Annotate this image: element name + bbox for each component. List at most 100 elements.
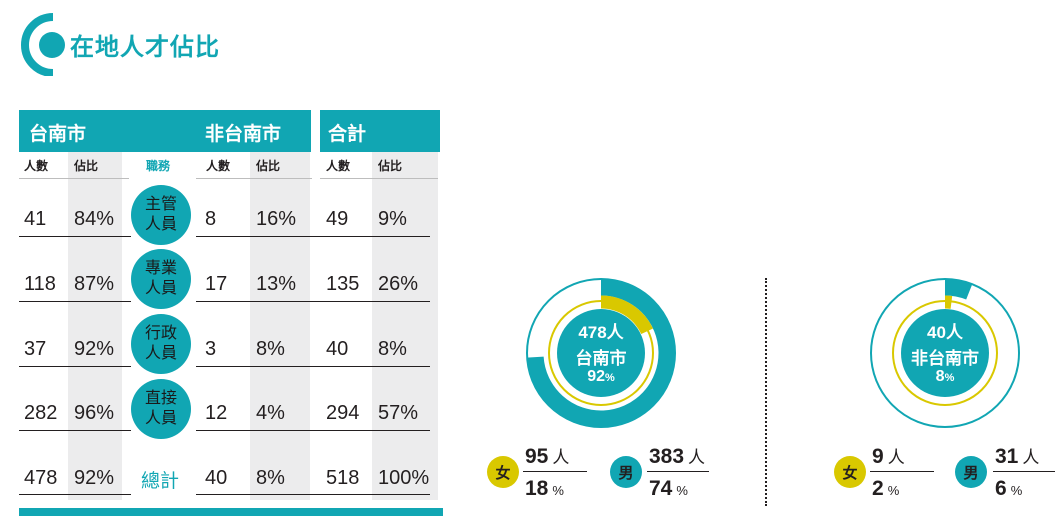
nt-count: 17 [205, 273, 228, 295]
male-pct: 74% [649, 477, 688, 500]
row-rule [320, 236, 430, 237]
nt-pct: 4% [256, 402, 285, 424]
tot-count: 40 [326, 338, 349, 360]
row-rule [196, 494, 360, 495]
male-count: 31 人 [995, 445, 1040, 468]
nt-count: 8 [205, 208, 217, 230]
female-share-arc [600, 295, 654, 335]
tn-pct: 92% [74, 467, 115, 489]
section-logo-icon [21, 13, 65, 76]
tot-count: 135 [326, 273, 360, 295]
group-tainan: 台南市 [29, 124, 87, 145]
tn-pct: 84% [74, 208, 115, 230]
female-count: 95 人 [525, 445, 570, 468]
tot-count: 518 [326, 467, 360, 489]
tn-count: 118 [24, 273, 56, 295]
row-rule [320, 366, 430, 367]
donut-center-pct: 92% [587, 368, 615, 385]
col-tot-share: 佔比 [378, 159, 403, 173]
tn-pct: 96% [74, 402, 115, 424]
female-pct: 2% [872, 477, 900, 500]
tot-pct: 26% [378, 273, 419, 295]
female-pct: 18% [525, 477, 564, 500]
donut-center [901, 309, 989, 397]
donut-center-count: 40人 [927, 323, 963, 342]
tn-count: 37 [24, 338, 47, 360]
table-bottom-bar [19, 508, 443, 516]
tot-pct: 57% [378, 402, 419, 424]
female-divider [870, 471, 934, 472]
row-rule [19, 430, 131, 431]
male-share-arc [944, 278, 973, 300]
row-rule [320, 301, 430, 302]
donut-center-label: 非台南市 [911, 349, 979, 368]
tn-count: 41 [24, 208, 47, 230]
male-count: 383 人 [649, 445, 706, 468]
nt-count: 40 [205, 467, 228, 489]
female-badge: 女 [487, 456, 519, 488]
row-rule [19, 236, 131, 237]
col-tn-count: 人數 [24, 159, 49, 173]
female-badge: 女 [834, 456, 866, 488]
tot-count: 294 [326, 402, 360, 424]
tot-pct: 100% [378, 467, 430, 489]
male-share-arc [526, 278, 676, 428]
group-total: 合計 [328, 124, 367, 145]
male-badge: 男 [955, 456, 987, 488]
nt-pct: 8% [256, 338, 285, 360]
total-share-shade [372, 150, 438, 500]
tainan-share-shade [68, 150, 122, 500]
col-role: 職務 [146, 159, 171, 173]
nt-pct: 16% [256, 208, 297, 230]
row-rule [196, 366, 360, 367]
tn-count: 478 [24, 467, 58, 489]
male-divider [647, 471, 709, 472]
row-rule [320, 430, 430, 431]
header-band-left: 台南市 非台南市 [19, 110, 311, 152]
tn-pct: 92% [74, 338, 115, 360]
group-non-tainan: 非台南市 [205, 124, 282, 145]
page-title: 在地人才佔比 [70, 34, 220, 61]
nt-count: 12 [205, 402, 228, 424]
tot-count: 49 [326, 208, 349, 230]
tn-pct: 87% [74, 273, 115, 295]
donut-center-pct: 8% [935, 368, 955, 385]
header-band-total: 合計 [320, 110, 440, 152]
role-badge: 直接 人員 [131, 379, 191, 439]
col-tot-count: 人數 [326, 159, 351, 173]
female-divider [523, 471, 587, 472]
role-badge: 行政 人員 [131, 314, 191, 374]
donut-chart [870, 278, 1020, 428]
col-nt-share: 佔比 [256, 159, 281, 173]
male-divider [993, 471, 1055, 472]
row-rule [19, 301, 131, 302]
row-rule [196, 301, 360, 302]
nt-count: 3 [205, 338, 217, 360]
donut-center-label: 台南市 [575, 349, 627, 368]
nontainan-share-shade [250, 150, 310, 500]
section-divider [765, 278, 767, 506]
subheader-rule-left [19, 178, 129, 179]
row-rule [19, 366, 131, 367]
tot-pct: 8% [378, 338, 407, 360]
col-nt-count: 人數 [206, 159, 231, 173]
total-label: 總計 [141, 471, 180, 492]
tot-pct: 9% [378, 208, 407, 230]
row-rule [196, 236, 360, 237]
row-rule [19, 494, 131, 495]
donut-center [557, 309, 645, 397]
tn-count: 282 [24, 402, 58, 424]
row-rule [320, 494, 430, 495]
subheader-rule-mid [196, 178, 312, 179]
donut-center-count: 478人 [578, 323, 624, 342]
nt-pct: 8% [256, 467, 285, 489]
subheader-rule-right [320, 178, 438, 179]
male-badge: 男 [610, 456, 642, 488]
nt-pct: 13% [256, 273, 297, 295]
male-pct: 6% [995, 477, 1023, 500]
role-badge: 主管 人員 [131, 185, 191, 245]
row-rule [196, 430, 360, 431]
role-badge: 專業 人員 [131, 249, 191, 309]
donut-chart [526, 278, 676, 428]
